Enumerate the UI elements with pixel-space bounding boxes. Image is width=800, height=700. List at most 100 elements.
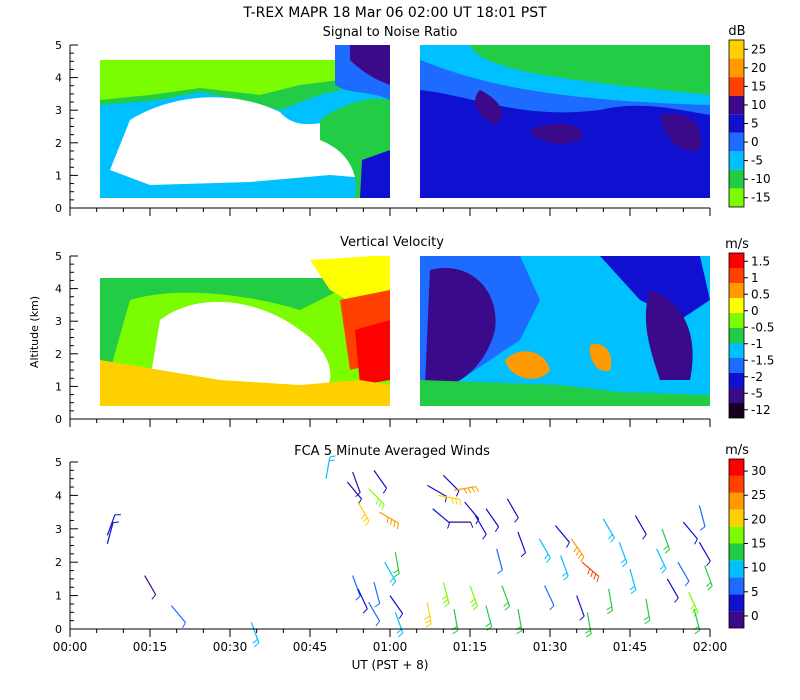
wind-barb xyxy=(643,598,651,625)
wind-barb-feather xyxy=(663,545,669,551)
wind-barb xyxy=(576,595,585,621)
colorbar-label: 0 xyxy=(751,609,759,623)
wind-barb-feather xyxy=(329,455,336,458)
wind-barb-feather xyxy=(621,562,628,568)
snr-blob-1 xyxy=(475,90,503,125)
wind-barb-shaft xyxy=(629,568,637,591)
colorbar-label: 25 xyxy=(751,42,766,56)
colorbar-label: 15 xyxy=(751,79,766,93)
wind-barb-feather xyxy=(610,537,615,543)
wind-barb-feather xyxy=(443,603,450,608)
colorbar-swatch xyxy=(729,403,744,418)
wind-barb xyxy=(373,582,381,608)
wind-barb-feather xyxy=(470,521,474,528)
wind-barb xyxy=(544,585,555,611)
wind-barb-feather xyxy=(182,622,186,628)
y-tick-label: 4 xyxy=(55,489,62,502)
wind-barb xyxy=(474,515,487,540)
wind-barb-shaft xyxy=(688,592,699,613)
y-tick-label: 0 xyxy=(55,202,62,215)
wind-barb-shaft xyxy=(469,585,479,607)
wind-barb-feather xyxy=(447,522,450,529)
wind-barb xyxy=(106,521,120,544)
wind-barb xyxy=(538,538,551,563)
wind-barb-shaft xyxy=(576,595,585,617)
wind-barb-feather xyxy=(644,620,651,625)
colorbar-swatch xyxy=(729,151,744,170)
wind-barb-shaft xyxy=(325,456,331,479)
wind-barb-feather xyxy=(375,621,381,627)
colorbar-label: 1 xyxy=(751,271,759,285)
wind-barb-shaft xyxy=(357,501,370,522)
colorbar-swatch xyxy=(729,509,744,527)
colorbar-swatch xyxy=(729,40,744,59)
wind-barb xyxy=(682,521,698,545)
wind-barb-feather xyxy=(587,568,591,575)
colorbar-label: 20 xyxy=(751,61,766,75)
wind-barb-shaft xyxy=(698,505,706,527)
wind-barb-feather xyxy=(362,608,368,614)
x-tick-label: 00:15 xyxy=(133,640,168,654)
wind-barb xyxy=(634,515,647,540)
panel-axes: 0 1 2 3 4 5 -15 -10 -5 0 5 10 15 20 25 dB xyxy=(55,24,771,216)
colorbar-swatch xyxy=(729,169,744,189)
y-tick-label: 1 xyxy=(55,590,62,603)
colorbar-swatch xyxy=(729,253,744,268)
wind-barb-shaft xyxy=(170,605,186,623)
wind-barb-feather xyxy=(561,572,568,577)
wind-barb-feather xyxy=(452,630,459,635)
wind-barb xyxy=(432,508,450,529)
wind-barb-shaft xyxy=(693,608,701,631)
vv-region-right-top xyxy=(600,256,710,320)
wind-barb-shaft xyxy=(496,548,503,571)
wind-barb-shaft xyxy=(485,605,493,628)
wind-barb-feather xyxy=(573,546,578,553)
wind-barb-shaft xyxy=(379,511,399,524)
panel-axes: 0 1 2 3 4 5 -12 -5 -2 -1.5 -1 -0.5 0 0.5 1 1.5m/s xyxy=(55,237,774,427)
wind-barb-shaft xyxy=(106,514,116,536)
wind-barb-feather xyxy=(360,513,366,520)
wind-barb-feather xyxy=(393,569,399,574)
axes: 012345-15-10-50510152025dB012345-12-5-2-… xyxy=(53,24,775,654)
wind-barb-shaft xyxy=(432,508,450,524)
wind-barb xyxy=(437,494,462,506)
wind-barb-shaft xyxy=(250,622,260,644)
y-tick-label: 2 xyxy=(55,348,62,361)
wind-barb-shaft xyxy=(560,555,569,577)
colorbar-label: 0.5 xyxy=(751,287,770,301)
wind-barb-shaft xyxy=(485,508,500,528)
wind-barb-feather xyxy=(463,488,468,495)
vv-region-updraft-core xyxy=(355,320,390,385)
wind-barb xyxy=(517,531,527,558)
colorbar-label: -12 xyxy=(751,403,771,417)
x-tick-label: 01:00 xyxy=(373,640,408,654)
wind-barb xyxy=(560,555,569,581)
wind-barb-shaft xyxy=(373,470,388,489)
vv-field xyxy=(100,256,710,406)
x-tick-label: 02:00 xyxy=(693,640,728,654)
wind-barb-feather xyxy=(391,580,397,587)
wind-barb-feather xyxy=(580,556,585,563)
wind-barb xyxy=(570,538,585,563)
colorbar-label: -5 xyxy=(751,386,763,400)
wind-barb xyxy=(629,568,637,595)
y-tick-label: 2 xyxy=(55,556,62,569)
colorbar-swatch xyxy=(729,313,744,328)
colorbar-label: -10 xyxy=(751,172,771,186)
wind-barb-feather xyxy=(494,526,500,533)
wind-barb-shaft xyxy=(442,474,460,492)
wind-barb-feather xyxy=(386,517,389,524)
wind-barb-shaft xyxy=(682,521,698,540)
wind-barb-shaft xyxy=(517,531,527,554)
wind-barb-shaft xyxy=(634,515,647,535)
wind-barb-feather xyxy=(424,615,431,620)
vv-region-right-bottom xyxy=(420,380,710,406)
wind-barb-feather xyxy=(393,573,400,578)
wind-barb-feather xyxy=(585,633,592,638)
wind-barb-feather xyxy=(544,554,549,560)
snr-region-top-purple xyxy=(350,45,390,85)
vv-region-gap xyxy=(150,301,331,395)
wind-barb-feather xyxy=(620,558,626,564)
wind-barb-shaft xyxy=(368,488,385,505)
